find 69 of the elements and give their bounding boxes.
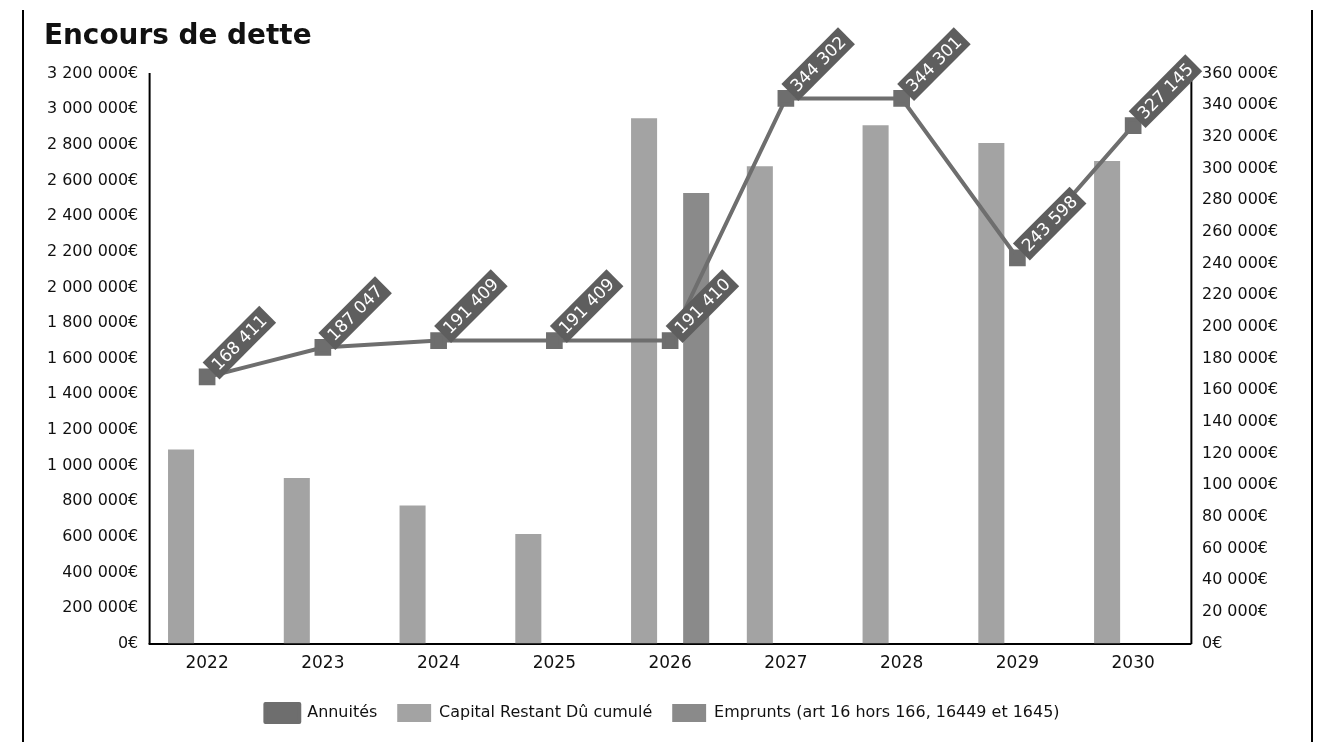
bar [515, 534, 542, 644]
bar [168, 449, 195, 644]
data-label: 191 410 [670, 273, 734, 338]
y-tick-label: 2 400 000€ [46, 205, 139, 225]
y-tick-label: 2 000 000€ [46, 276, 139, 296]
y-tick-label: 2 800 000€ [46, 133, 139, 154]
x-tick-label: 2027 [764, 652, 808, 673]
y2-tick-label: 80 000€ [1201, 506, 1268, 526]
x-tick-label: 2028 [880, 652, 924, 673]
y2-tick-label: 180 000€ [1201, 347, 1279, 367]
y2-tick-label: 60 000€ [1201, 537, 1268, 557]
data-label: 191 409 [554, 273, 619, 338]
x-tick-label: 2030 [1111, 652, 1155, 673]
bar [978, 143, 1005, 644]
legend-label: Annuités [307, 702, 378, 722]
y-tick-label: 400 000€ [62, 561, 139, 581]
x-tick-label: 2022 [185, 652, 229, 673]
y2-tick-label: 220 000€ [1201, 284, 1279, 304]
y-tick-label: 1 000 000€ [46, 454, 139, 474]
y2-tick-label: 0€ [1201, 632, 1223, 652]
x-tick-label: 2023 [301, 652, 345, 673]
y-tick-label: 1 200 000€ [46, 418, 139, 439]
y2-tick-label: 260 000€ [1201, 221, 1279, 241]
bar [631, 118, 658, 644]
y2-tick-label: 340 000€ [1201, 94, 1279, 114]
chart-title: Encours de dette [43, 18, 312, 52]
bar [862, 125, 889, 644]
y-tick-label: 2 600 000€ [46, 169, 139, 189]
x-tick-label: 2025 [532, 652, 576, 673]
bar [399, 505, 426, 644]
bar [283, 477, 310, 644]
legend-label: Emprunts (art 16 hors 166, 16449 et 1645) [714, 702, 1060, 722]
y2-tick-label: 200 000€ [1201, 316, 1279, 336]
point [430, 332, 447, 349]
point [198, 368, 216, 386]
y2-tick-label: 360 000€ [1201, 62, 1279, 82]
y-tick-label: 200 000€ [62, 597, 139, 617]
y-tick-label: 3 200 000€ [46, 62, 139, 82]
y-tick-label: 0€ [117, 632, 139, 652]
y2-tick-label: 140 000€ [1201, 411, 1279, 431]
y-tick-label: 800 000€ [62, 490, 139, 510]
y2-tick-label: 280 000€ [1201, 189, 1279, 209]
y-tick-label: 1 800 000€ [46, 312, 139, 332]
x-tick-label: 2029 [995, 652, 1039, 673]
data-label: 191 409 [438, 273, 503, 338]
y2-tick-label: 160 000€ [1201, 379, 1279, 399]
point [893, 90, 910, 107]
point [546, 332, 563, 349]
point [314, 339, 332, 356]
point [1124, 117, 1142, 134]
y-tick-label: 1 400 000€ [46, 383, 139, 403]
y-tick-label: 1 600 000€ [46, 347, 139, 367]
x-tick-label: 2024 [417, 652, 461, 673]
x-tick-label: 2026 [648, 652, 692, 673]
y2-tick-label: 20 000€ [1201, 601, 1268, 621]
y2-tick-label: 100 000€ [1201, 474, 1279, 494]
bar [1094, 160, 1121, 644]
bar [746, 166, 773, 644]
y-tick-label: 600 000€ [62, 525, 139, 545]
legend-label: Capital Restant Dû cumulé [439, 702, 653, 722]
point [777, 90, 795, 107]
y-tick-label: 2 200 000€ [46, 240, 139, 260]
y2-tick-label: 300 000€ [1201, 157, 1279, 177]
y2-tick-label: 240 000€ [1201, 252, 1279, 272]
y2-tick-label: 120 000€ [1201, 442, 1279, 462]
point [661, 332, 679, 349]
y-tick-label: 3 000 000€ [46, 98, 139, 118]
y2-tick-label: 40 000€ [1201, 569, 1268, 589]
y2-tick-label: 320 000€ [1201, 126, 1279, 146]
